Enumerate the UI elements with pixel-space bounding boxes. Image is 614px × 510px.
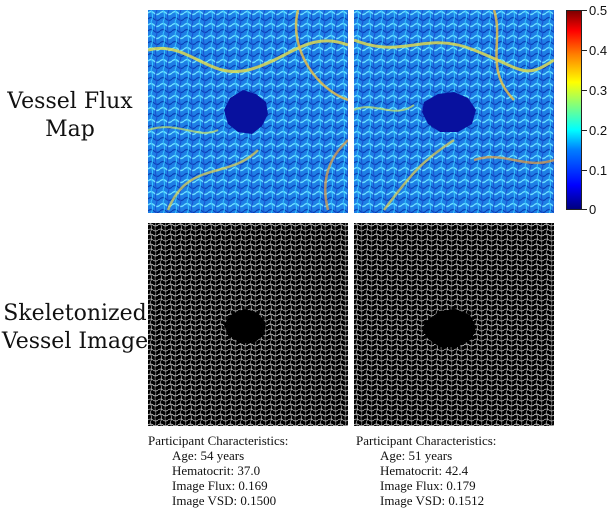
image-vsd-value: Image VSD: 0.1512 xyxy=(380,493,485,508)
colorbar-tick-label: 0.1 xyxy=(589,163,608,178)
image-flux-value: Image Flux: 0.169 xyxy=(172,478,268,493)
skeleton-graphic xyxy=(354,223,554,426)
characteristics-heading: Participant Characteristics: xyxy=(356,433,497,448)
skeletonized-image-left xyxy=(148,223,348,426)
skeletonized-image-right xyxy=(354,223,554,426)
skeleton-graphic xyxy=(148,223,348,426)
colorbar-tick xyxy=(582,90,587,91)
colorbar-tick-label: 0 xyxy=(589,202,597,217)
colorbar-tick xyxy=(582,50,587,51)
colorbar: 0.5 0.4 0.3 0.2 0.1 0 xyxy=(566,4,614,217)
vessel-flux-map-label: Vessel Flux Map xyxy=(0,88,140,144)
row-label-line: Skeletonized xyxy=(3,301,147,326)
row-label-line: Map xyxy=(45,117,95,142)
colorbar-tick xyxy=(582,130,587,131)
colorbar-tick xyxy=(582,209,587,210)
colorbar-gradient xyxy=(566,10,582,210)
colorbar-tick-label: 0.5 xyxy=(589,3,608,18)
hematocrit-value: Hematocrit: 42.4 xyxy=(380,463,469,478)
image-flux-value: Image Flux: 0.179 xyxy=(380,478,476,493)
flux-map-image-left xyxy=(148,10,348,213)
age-value: Age: 51 years xyxy=(380,448,453,463)
row-label-line: Vessel Image xyxy=(1,329,149,354)
participant-characteristics-right: Participant Characteristics: Age: 51 yea… xyxy=(356,433,561,508)
flux-map-graphic xyxy=(354,10,554,213)
colorbar-tick xyxy=(582,170,587,171)
colorbar-tick-label: 0.3 xyxy=(589,83,608,98)
colorbar-tick-label: 0.2 xyxy=(589,123,608,138)
characteristics-heading: Participant Characteristics: xyxy=(148,433,289,448)
row-label-line: Vessel Flux xyxy=(7,89,133,114)
image-vsd-value: Image VSD: 0.1500 xyxy=(172,493,277,508)
skeletonized-vessel-image-label: Skeletonized Vessel Image xyxy=(0,300,150,356)
participant-characteristics-left: Participant Characteristics: Age: 54 yea… xyxy=(148,433,353,508)
flux-map-graphic xyxy=(148,10,348,213)
colorbar-tick xyxy=(582,10,587,11)
colorbar-tick-label: 0.4 xyxy=(589,43,608,58)
hematocrit-value: Hematocrit: 37.0 xyxy=(172,463,261,478)
flux-map-image-right xyxy=(354,10,554,213)
age-value: Age: 54 years xyxy=(172,448,245,463)
